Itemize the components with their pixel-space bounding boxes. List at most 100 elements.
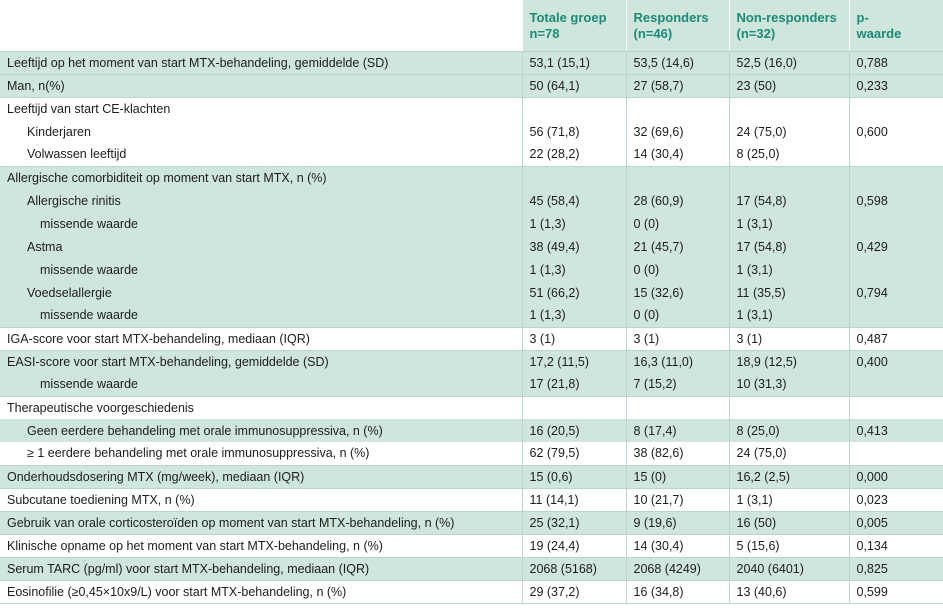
cell-responders: 14 (30,4) bbox=[625, 143, 729, 166]
cell-non-responders: 18,9 (12,5) bbox=[728, 349, 849, 373]
cell-total: 38 (49,4) bbox=[521, 235, 626, 258]
row-label: Allergische comorbiditeit op moment van … bbox=[0, 165, 522, 189]
cell-non-responders: 1 (3,1) bbox=[728, 212, 849, 235]
cell-non-responders: 52,5 (16,0) bbox=[728, 51, 849, 74]
cell-non-responders: 8 (25,0) bbox=[728, 419, 849, 442]
cell-responders: 10 (21,7) bbox=[625, 487, 729, 511]
row-label: Voedselallergie bbox=[0, 281, 522, 304]
row-label: Astma bbox=[0, 235, 522, 258]
cell-p-value bbox=[848, 304, 943, 327]
table-row: Kinderjaren 56 (71,8) 32 (69,6) 24 (75,0… bbox=[0, 120, 943, 143]
cell-total: 51 (66,2) bbox=[521, 281, 626, 304]
cell-total: 56 (71,8) bbox=[521, 120, 626, 143]
cell-non-responders: 1 (3,1) bbox=[728, 304, 849, 327]
cell-responders: 14 (30,4) bbox=[625, 533, 729, 557]
cell-total: 1 (1,3) bbox=[521, 304, 626, 327]
header-responders: Responders (n=46) bbox=[625, 0, 729, 52]
cell-p-value bbox=[848, 96, 943, 120]
cell-non-responders: 24 (75,0) bbox=[728, 442, 849, 465]
header-characteristic bbox=[0, 0, 522, 52]
cell-non-responders bbox=[728, 165, 849, 189]
table-row: missende waarde 1 (1,3) 0 (0) 1 (3,1) bbox=[0, 212, 943, 235]
cell-total: 25 (32,1) bbox=[521, 510, 626, 534]
table-row: Leeftijd op het moment van start MTX-beh… bbox=[0, 51, 943, 74]
cell-responders: 15 (0) bbox=[625, 464, 729, 488]
row-label: missende waarde bbox=[0, 304, 522, 327]
cell-non-responders: 13 (40,6) bbox=[728, 579, 849, 604]
cell-total: 22 (28,2) bbox=[521, 143, 626, 166]
cell-total: 11 (14,1) bbox=[521, 487, 626, 511]
table-row: Voedselallergie 51 (66,2) 15 (32,6) 11 (… bbox=[0, 281, 943, 304]
table-row: Subcutane toediening MTX, n (%) 11 (14,1… bbox=[0, 487, 943, 511]
cell-p-value: 0,599 bbox=[848, 579, 943, 604]
table-row: ≥ 1 eerdere behandeling met orale immuno… bbox=[0, 442, 943, 465]
header-total-group: Totale groep n=78 bbox=[521, 0, 626, 52]
table-row: Onderhoudsdosering MTX (mg/week), mediaa… bbox=[0, 464, 943, 488]
row-label: Volwassen leeftijd bbox=[0, 143, 522, 166]
cell-p-value: 0,134 bbox=[848, 533, 943, 557]
table-row: Gebruik van orale corticosteroïden op mo… bbox=[0, 510, 943, 534]
cell-responders: 32 (69,6) bbox=[625, 120, 729, 143]
cell-total: 17 (21,8) bbox=[521, 373, 626, 396]
table-row: Volwassen leeftijd 22 (28,2) 14 (30,4) 8… bbox=[0, 143, 943, 166]
cell-non-responders: 5 (15,6) bbox=[728, 533, 849, 557]
cell-non-responders: 1 (3,1) bbox=[728, 258, 849, 281]
cell-non-responders: 8 (25,0) bbox=[728, 143, 849, 166]
table-row: missende waarde 17 (21,8) 7 (15,2) 10 (3… bbox=[0, 373, 943, 396]
table-row: Klinische opname op het moment van start… bbox=[0, 533, 943, 557]
cell-total: 15 (0,6) bbox=[521, 464, 626, 488]
cell-p-value bbox=[848, 442, 943, 465]
cell-p-value: 0,413 bbox=[848, 419, 943, 442]
table-row-group: Allergische comorbiditeit op moment van … bbox=[0, 165, 943, 189]
cell-non-responders: 1 (3,1) bbox=[728, 487, 849, 511]
row-label: Gebruik van orale corticosteroïden op mo… bbox=[0, 510, 522, 534]
cell-total: 1 (1,3) bbox=[521, 258, 626, 281]
row-label: missende waarde bbox=[0, 212, 522, 235]
cell-non-responders: 16 (50) bbox=[728, 510, 849, 534]
cell-responders: 0 (0) bbox=[625, 304, 729, 327]
cell-total: 3 (1) bbox=[521, 326, 626, 350]
cell-responders: 0 (0) bbox=[625, 258, 729, 281]
cell-total bbox=[521, 96, 626, 120]
cell-responders: 38 (82,6) bbox=[625, 442, 729, 465]
cell-p-value bbox=[848, 165, 943, 189]
cell-p-value: 0,005 bbox=[848, 510, 943, 534]
row-label: EASI-score voor start MTX-behandeling, g… bbox=[0, 349, 522, 373]
cell-total: 1 (1,3) bbox=[521, 212, 626, 235]
cell-total: 62 (79,5) bbox=[521, 442, 626, 465]
cell-p-value: 0,429 bbox=[848, 235, 943, 258]
cell-total: 50 (64,1) bbox=[521, 73, 626, 97]
cell-non-responders bbox=[728, 96, 849, 120]
cell-responders: 3 (1) bbox=[625, 326, 729, 350]
cell-p-value bbox=[848, 143, 943, 166]
cell-non-responders: 16,2 (2,5) bbox=[728, 464, 849, 488]
cell-non-responders: 2040 (6401) bbox=[728, 556, 849, 580]
cell-responders: 27 (58,7) bbox=[625, 73, 729, 97]
cell-p-value: 0,023 bbox=[848, 487, 943, 511]
cell-total: 2068 (5168) bbox=[521, 556, 626, 580]
cell-responders: 8 (17,4) bbox=[625, 419, 729, 442]
row-label: Subcutane toediening MTX, n (%) bbox=[0, 487, 522, 511]
cell-non-responders: 17 (54,8) bbox=[728, 235, 849, 258]
cell-responders bbox=[625, 165, 729, 189]
cell-p-value: 0,233 bbox=[848, 73, 943, 97]
cell-responders: 0 (0) bbox=[625, 212, 729, 235]
cell-responders: 16 (34,8) bbox=[625, 579, 729, 604]
table-row-group: Leeftijd van start CE-klachten bbox=[0, 96, 943, 120]
cell-total: 19 (24,4) bbox=[521, 533, 626, 557]
row-label: missende waarde bbox=[0, 258, 522, 281]
cell-p-value bbox=[848, 212, 943, 235]
cell-total bbox=[521, 165, 626, 189]
table-row: Eosinofilie (≥0,45×10x9/L) voor start MT… bbox=[0, 579, 943, 604]
table-row: Geen eerdere behandeling met orale immun… bbox=[0, 419, 943, 442]
cell-responders: 28 (60,9) bbox=[625, 189, 729, 212]
cell-non-responders bbox=[728, 395, 849, 419]
cell-p-value bbox=[848, 373, 943, 396]
cell-p-value: 0,794 bbox=[848, 281, 943, 304]
cell-p-value bbox=[848, 258, 943, 281]
cell-p-value bbox=[848, 395, 943, 419]
row-label: Leeftijd van start CE-klachten bbox=[0, 96, 522, 120]
cell-responders: 2068 (4249) bbox=[625, 556, 729, 580]
cell-responders: 9 (19,6) bbox=[625, 510, 729, 534]
row-label: missende waarde bbox=[0, 373, 522, 396]
